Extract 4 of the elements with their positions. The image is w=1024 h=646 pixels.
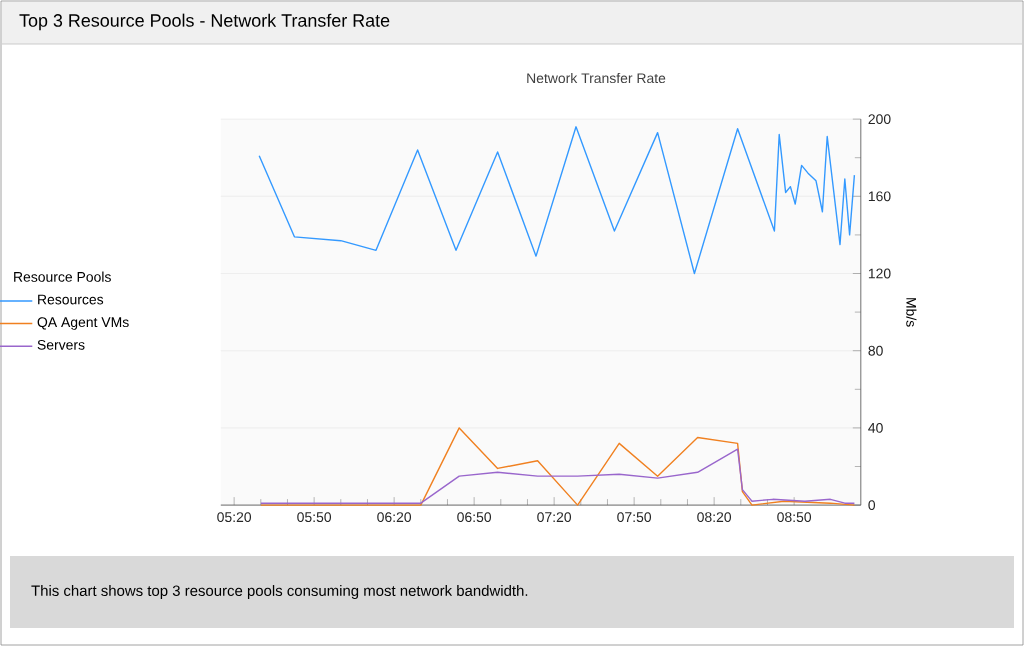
line-series bbox=[260, 427, 856, 506]
chart-title: Top 3 Resource Pools - Network Transfer Rate bbox=[19, 13, 390, 31]
line-series bbox=[258, 126, 856, 275]
line-series bbox=[260, 448, 856, 504]
